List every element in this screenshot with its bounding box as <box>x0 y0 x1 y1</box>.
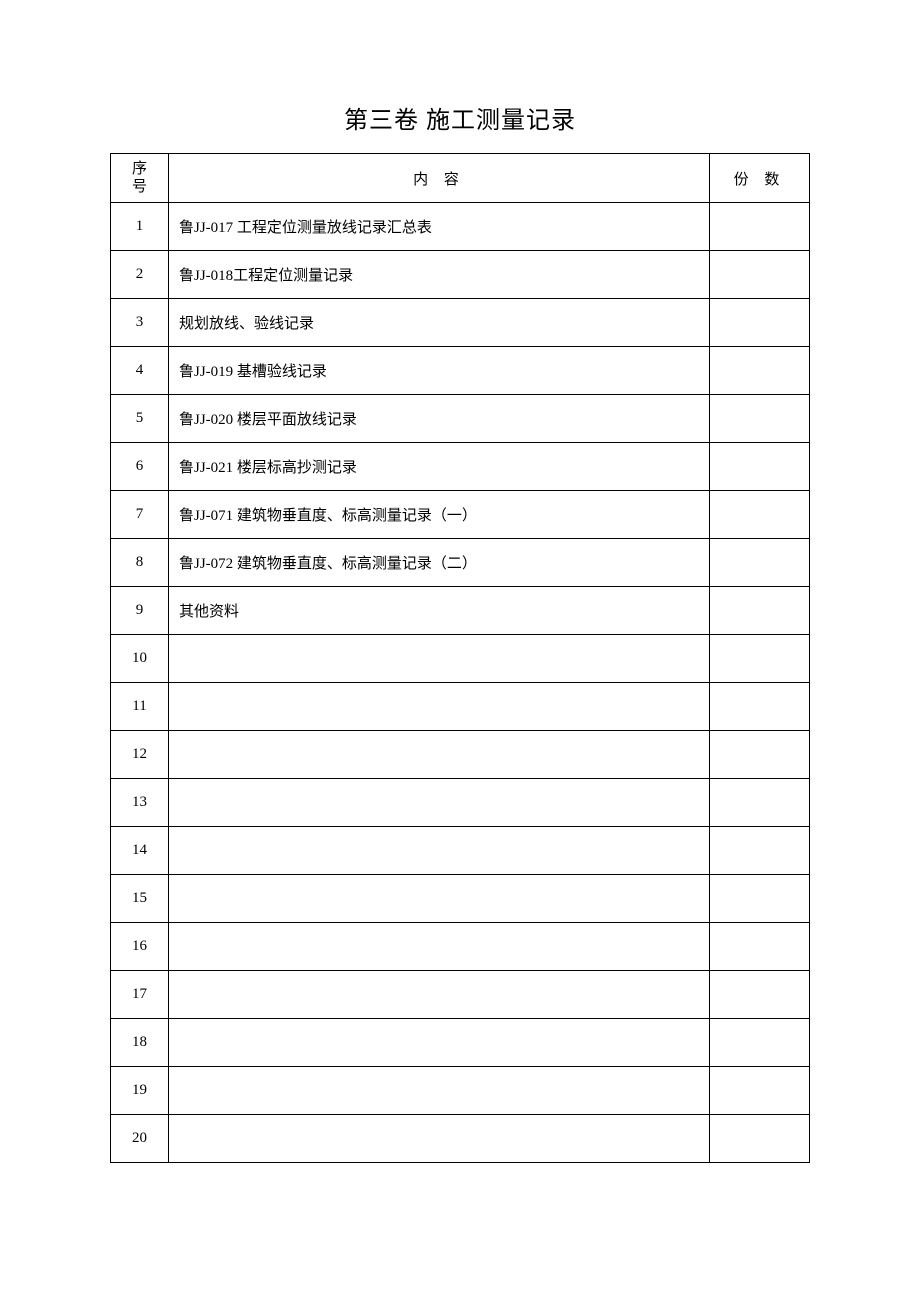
table-row: 10 <box>111 635 810 683</box>
cell-seq: 16 <box>111 923 169 971</box>
table-row: 6鲁JJ-021 楼层标高抄测记录 <box>111 443 810 491</box>
cell-content: 鲁JJ-071 建筑物垂直度、标高测量记录（一） <box>169 491 710 539</box>
table-row: 14 <box>111 827 810 875</box>
cell-count <box>710 635 810 683</box>
cell-seq: 12 <box>111 731 169 779</box>
cell-seq: 17 <box>111 971 169 1019</box>
cell-count <box>710 539 810 587</box>
cell-seq: 10 <box>111 635 169 683</box>
table-row: 18 <box>111 1019 810 1067</box>
cell-count <box>710 1019 810 1067</box>
cell-seq: 9 <box>111 587 169 635</box>
col-header-seq: 序 号 <box>111 154 169 203</box>
cell-content <box>169 635 710 683</box>
page-title: 第三卷 施工测量记录 <box>110 100 810 135</box>
cell-count <box>710 923 810 971</box>
cell-seq: 11 <box>111 683 169 731</box>
cell-content <box>169 971 710 1019</box>
cell-content: 其他资料 <box>169 587 710 635</box>
cell-count <box>710 827 810 875</box>
cell-count <box>710 1067 810 1115</box>
cell-count <box>710 731 810 779</box>
cell-count <box>710 251 810 299</box>
table-row: 9其他资料 <box>111 587 810 635</box>
cell-content: 鲁JJ-072 建筑物垂直度、标高测量记录（二） <box>169 539 710 587</box>
col-header-count: 份 数 <box>710 154 810 203</box>
cell-content <box>169 779 710 827</box>
cell-content: 规划放线、验线记录 <box>169 299 710 347</box>
table-row: 5鲁JJ-020 楼层平面放线记录 <box>111 395 810 443</box>
cell-count <box>710 587 810 635</box>
cell-seq: 4 <box>111 347 169 395</box>
table-row: 3规划放线、验线记录 <box>111 299 810 347</box>
cell-seq: 14 <box>111 827 169 875</box>
table-row: 1鲁JJ-017 工程定位测量放线记录汇总表 <box>111 203 810 251</box>
cell-seq: 1 <box>111 203 169 251</box>
table-row: 4鲁JJ-019 基槽验线记录 <box>111 347 810 395</box>
cell-count <box>710 779 810 827</box>
cell-count <box>710 683 810 731</box>
cell-content <box>169 731 710 779</box>
cell-seq: 2 <box>111 251 169 299</box>
cell-content: 鲁JJ-018工程定位测量记录 <box>169 251 710 299</box>
cell-count <box>710 1115 810 1163</box>
table-row: 8鲁JJ-072 建筑物垂直度、标高测量记录（二） <box>111 539 810 587</box>
table-row: 12 <box>111 731 810 779</box>
cell-seq: 6 <box>111 443 169 491</box>
table-row: 20 <box>111 1115 810 1163</box>
cell-content: 鲁JJ-020 楼层平面放线记录 <box>169 395 710 443</box>
table-row: 19 <box>111 1067 810 1115</box>
cell-seq: 19 <box>111 1067 169 1115</box>
cell-content <box>169 1115 710 1163</box>
cell-content: 鲁JJ-019 基槽验线记录 <box>169 347 710 395</box>
cell-seq: 3 <box>111 299 169 347</box>
cell-count <box>710 395 810 443</box>
cell-content <box>169 683 710 731</box>
cell-count <box>710 347 810 395</box>
table-row: 17 <box>111 971 810 1019</box>
cell-content <box>169 1067 710 1115</box>
table-header-row: 序 号 内 容 份 数 <box>111 154 810 203</box>
table-row: 15 <box>111 875 810 923</box>
table-row: 16 <box>111 923 810 971</box>
col-header-content: 内 容 <box>169 154 710 203</box>
cell-content <box>169 923 710 971</box>
cell-content <box>169 875 710 923</box>
table-row: 11 <box>111 683 810 731</box>
cell-count <box>710 203 810 251</box>
cell-seq: 18 <box>111 1019 169 1067</box>
cell-count <box>710 971 810 1019</box>
cell-content <box>169 1019 710 1067</box>
cell-seq: 7 <box>111 491 169 539</box>
cell-content: 鲁JJ-017 工程定位测量放线记录汇总表 <box>169 203 710 251</box>
table-row: 2鲁JJ-018工程定位测量记录 <box>111 251 810 299</box>
cell-seq: 8 <box>111 539 169 587</box>
cell-count <box>710 443 810 491</box>
cell-count <box>710 875 810 923</box>
cell-seq: 13 <box>111 779 169 827</box>
col-header-seq-l1: 序 <box>132 161 147 177</box>
cell-seq: 5 <box>111 395 169 443</box>
records-table: 序 号 内 容 份 数 1鲁JJ-017 工程定位测量放线记录汇总表2鲁JJ-0… <box>110 153 810 1163</box>
cell-count <box>710 491 810 539</box>
cell-seq: 20 <box>111 1115 169 1163</box>
cell-count <box>710 299 810 347</box>
table-row: 13 <box>111 779 810 827</box>
table-row: 7鲁JJ-071 建筑物垂直度、标高测量记录（一） <box>111 491 810 539</box>
cell-seq: 15 <box>111 875 169 923</box>
cell-content <box>169 827 710 875</box>
col-header-seq-l2: 号 <box>132 179 147 195</box>
cell-content: 鲁JJ-021 楼层标高抄测记录 <box>169 443 710 491</box>
